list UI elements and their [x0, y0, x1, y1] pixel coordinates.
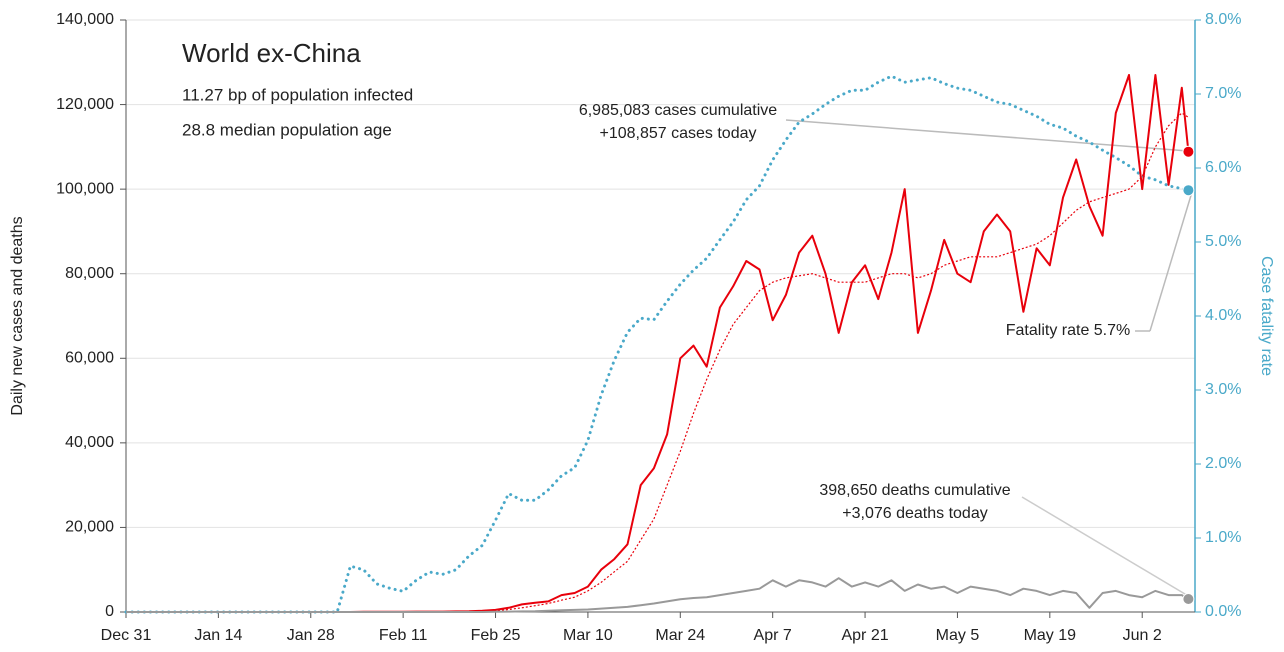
y-tick-label: 20,000: [65, 519, 114, 536]
x-tick-label: Jan 28: [287, 627, 335, 644]
annotation: +108,857 cases today: [599, 125, 756, 142]
x-tick-label: Jan 14: [194, 627, 242, 644]
y2-tick-label: 7.0%: [1205, 85, 1241, 102]
chart-title: World ex-China: [182, 38, 361, 68]
x-tick-label: May 5: [936, 627, 980, 644]
x-tick-label: Jun 2: [1123, 627, 1162, 644]
y-tick-label: 100,000: [56, 180, 114, 197]
x-tick-label: Mar 24: [655, 627, 705, 644]
end-dot: [1182, 184, 1195, 197]
y-tick-label: 120,000: [56, 96, 114, 113]
y2-tick-label: 0.0%: [1205, 603, 1241, 620]
series-line: [126, 112, 1189, 613]
y2-tick-label: 4.0%: [1205, 307, 1241, 324]
y-tick-label: 40,000: [65, 434, 114, 451]
y2-tick-label: 6.0%: [1205, 159, 1241, 176]
x-tick-label: Apr 21: [841, 627, 888, 644]
annotation: 6,985,083 cases cumulative: [579, 102, 777, 119]
subtitle: 11.27 bp of population infected: [182, 85, 413, 104]
x-tick-label: Feb 11: [379, 627, 428, 644]
series-line: [124, 74, 1190, 614]
x-tick-label: Apr 7: [754, 627, 792, 644]
x-tick-label: Mar 10: [563, 627, 613, 644]
series-line: [126, 577, 1189, 613]
y2-tick-label: 8.0%: [1205, 11, 1241, 28]
y-tick-label: 140,000: [56, 11, 114, 28]
end-dot: [1182, 145, 1195, 158]
marks: 0 20,000 40,000 60,000 80,000 100,000 120,000 1…: [56, 11, 1241, 644]
x-tick-label: Dec 31: [101, 627, 152, 644]
y2-tick-label: 3.0%: [1205, 381, 1241, 398]
y-tick-label: 0: [105, 603, 114, 620]
leader-line: [1149, 191, 1193, 332]
y2-tick-label: 2.0%: [1205, 455, 1241, 472]
series-line: [126, 74, 1190, 613]
annotation: 398,650 deaths cumulative: [819, 482, 1010, 499]
annotation: +3,076 deaths today: [842, 505, 987, 522]
x-tick-label: Feb 25: [471, 627, 521, 644]
subtitle: 28.8 median population age: [182, 120, 392, 139]
x-tick-label: May 19: [1024, 627, 1077, 644]
y-tick-label: 60,000: [65, 350, 114, 367]
y-axis-label: Daily new cases and deaths: [9, 216, 26, 415]
y2-axis-label: Case fatality rate: [1258, 256, 1275, 376]
y2-tick-label: 1.0%: [1205, 529, 1241, 546]
y2-tick-label: 5.0%: [1205, 233, 1241, 250]
end-dot: [1182, 592, 1195, 605]
leader-line: [1021, 496, 1191, 598]
annotation: Fatality rate 5.7%: [1006, 322, 1131, 339]
plot: [126, 19, 1195, 613]
leader-line: [785, 119, 1189, 152]
y-tick-label: 80,000: [65, 265, 114, 282]
